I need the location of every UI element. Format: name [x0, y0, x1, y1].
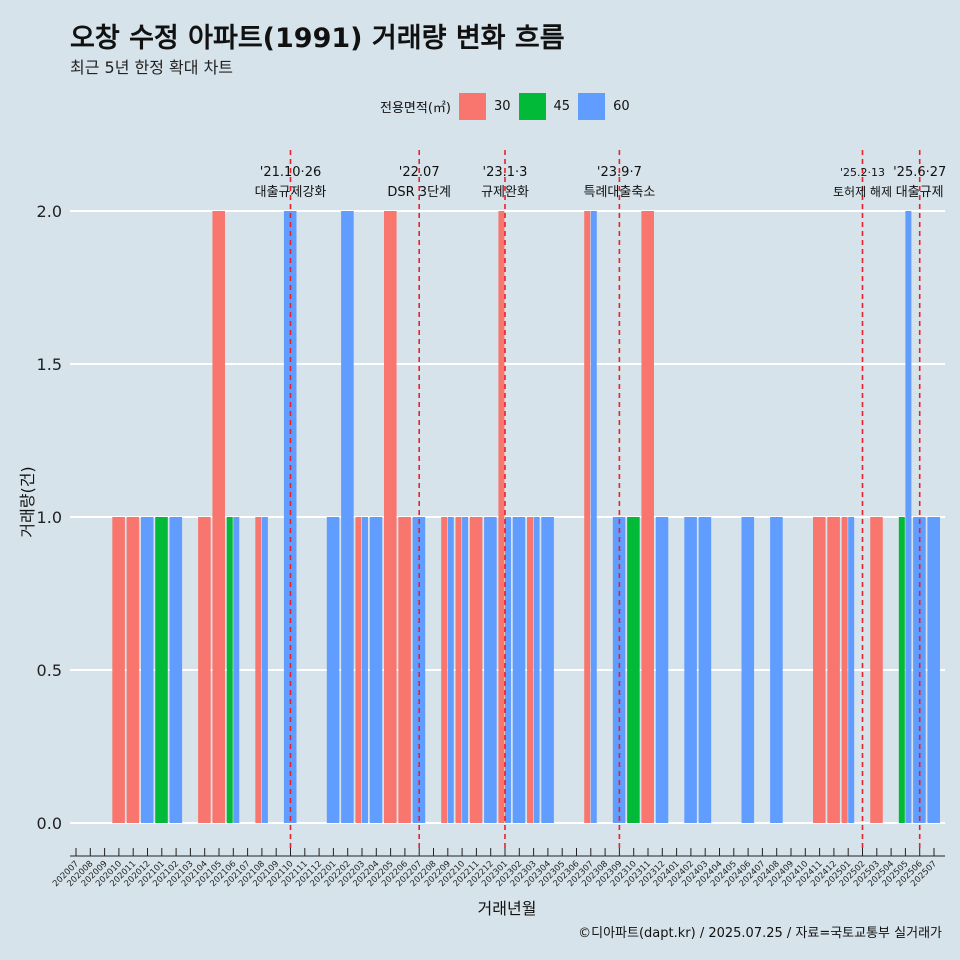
bar-60-202402: [684, 517, 697, 823]
legend: 전용면적(㎡) 30 45 60: [380, 93, 638, 120]
bar-45-202505: [898, 517, 905, 823]
bar-30-202108: [255, 517, 262, 823]
bar-30-202209: [441, 517, 448, 823]
bar-30-202211: [469, 517, 483, 823]
legend-swatch-45: [518, 93, 546, 120]
bar-30-202210: [455, 517, 462, 823]
bar-60-202403: [698, 517, 712, 823]
bar-60-202012: [140, 517, 154, 823]
bar-60-202506: [913, 517, 926, 823]
event-name-label: 대출규제강화: [255, 185, 327, 200]
bar-60-202304: [541, 517, 554, 823]
bar-30-202011: [126, 517, 140, 823]
bar-30-202412: [827, 517, 840, 823]
bar-60-202203: [362, 517, 368, 823]
bar-30-202010: [112, 517, 125, 823]
bar-30-202105: [212, 211, 225, 823]
bar-60-202408: [770, 517, 783, 823]
bar-60-202110: [283, 211, 297, 823]
event-date-label: '23.9·7: [597, 165, 642, 180]
y-tick-label: 2.0: [37, 202, 62, 221]
bar-60-202210: [462, 517, 469, 823]
legend-item-30: 30: [458, 93, 511, 120]
event-name-label: DSR 3단계: [387, 185, 451, 200]
event-date-label: '22.07: [399, 165, 440, 180]
bar-30-202307: [584, 211, 591, 823]
x-axis-title: 거래년월: [478, 899, 537, 918]
bar-60-202302: [512, 517, 526, 823]
bar-30-202303: [527, 517, 533, 823]
legend-label-45: 45: [553, 99, 571, 114]
bar-30-202205: [384, 211, 397, 823]
source-caption: ©디아파트(dapt.kr) / 2025.07.25 / 자료=국토교통부 실…: [578, 926, 942, 941]
legend-title: 전용면적(㎡): [380, 101, 451, 116]
bar-60-202301: [505, 517, 511, 823]
bar-30-202411: [813, 517, 826, 823]
event-date-label: '21.10·26: [260, 165, 321, 180]
bar-30-202503: [870, 517, 883, 823]
bar-60-202212: [484, 517, 497, 823]
y-tick-label: 0.0: [37, 814, 62, 833]
y-tick-label: 1.5: [37, 355, 62, 374]
bar-30-202301: [498, 211, 505, 823]
bar-60-202507: [927, 517, 940, 823]
legend-swatch-60: [578, 93, 606, 120]
y-axis-title: 거래량(건): [18, 466, 37, 537]
bar-60-202505: [905, 211, 912, 823]
y-tick-label: 1.0: [37, 508, 62, 527]
bar-30-202206: [398, 517, 411, 823]
event-name-label: 규제완화: [481, 185, 529, 200]
bar-45-202101: [155, 517, 168, 823]
event-name-label: 대출규제: [896, 185, 944, 200]
legend-item-60: 60: [578, 93, 630, 120]
chart-title: 오창 수정 아파트(1991) 거래량 변화 흐름: [70, 23, 565, 54]
event-date-label: '25.6·27: [893, 165, 946, 180]
y-tick-label: 0.5: [37, 661, 62, 680]
bar-60-202501: [848, 517, 855, 823]
bar-60-202309: [612, 517, 626, 823]
event-name-label: 특례대출축소: [584, 185, 656, 200]
bar-60-202201: [326, 517, 340, 823]
bar-60-202312: [655, 517, 669, 823]
bar-30-202104: [198, 517, 211, 823]
bar-60-202102: [169, 517, 183, 823]
bar-60-202204: [369, 517, 383, 823]
event-date-label: '23.1·3: [483, 165, 528, 180]
legend-label-30: 30: [493, 99, 511, 114]
event-date-label: '25.2·13: [840, 166, 885, 179]
legend-label-60: 60: [613, 99, 630, 114]
legend-item-45: 45: [518, 93, 571, 120]
bar-45-202106: [226, 517, 233, 823]
bar-60-202406: [741, 517, 755, 823]
bar-30-202311: [641, 211, 654, 823]
chart-subtitle: 최근 5년 한정 확대 차트: [70, 58, 234, 77]
event-name-label: 토허제 해제: [833, 185, 892, 199]
bar-60-202307: [590, 211, 597, 823]
legend-swatch-30: [458, 93, 486, 120]
bar-45-202310: [627, 517, 640, 823]
bar-60-202207: [412, 517, 426, 823]
bar-60-202202: [341, 211, 354, 823]
bar-60-202209: [447, 517, 454, 823]
bar-30-202203: [355, 517, 362, 823]
bar-60-202106: [233, 517, 240, 823]
bar-30-202501: [841, 517, 848, 823]
bar-60-202108: [261, 517, 268, 823]
bar-60-202303: [533, 517, 540, 823]
